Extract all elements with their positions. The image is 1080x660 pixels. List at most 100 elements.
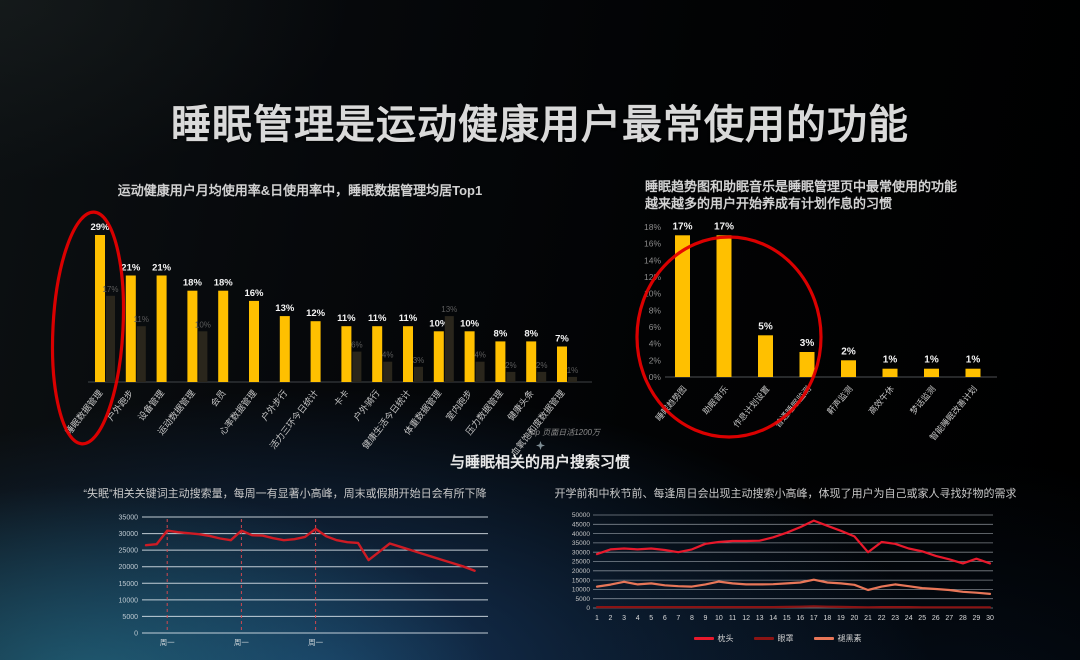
svg-text:30000: 30000 — [119, 531, 139, 538]
svg-text:3%: 3% — [413, 356, 425, 365]
svg-text:15: 15 — [783, 615, 791, 622]
legend-swatch — [813, 637, 834, 640]
svg-text:4%: 4% — [474, 351, 486, 360]
diamond-marker-icon — [536, 441, 545, 450]
svg-text:27: 27 — [945, 615, 953, 622]
svg-text:2%: 2% — [505, 361, 517, 370]
svg-text:25: 25 — [918, 615, 926, 622]
svg-text:10%: 10% — [429, 318, 449, 329]
svg-text:4%: 4% — [382, 351, 394, 360]
red-ellipse-annotation-right — [635, 235, 823, 439]
svg-text:15000: 15000 — [119, 581, 139, 588]
svg-text:20000: 20000 — [572, 568, 590, 575]
svg-text:21%: 21% — [121, 263, 141, 274]
svg-text:5%: 5% — [758, 321, 773, 332]
svg-text:周一: 周一 — [160, 638, 175, 647]
svg-text:3: 3 — [622, 615, 626, 622]
svg-text:18%: 18% — [214, 278, 234, 289]
svg-text:户外步行: 户外步行 — [259, 387, 290, 422]
svg-text:5000: 5000 — [576, 596, 591, 603]
svg-text:梦话监测: 梦话监测 — [908, 384, 938, 416]
legend-item: 眼罩 — [753, 633, 794, 644]
svg-text:20000: 20000 — [119, 564, 139, 571]
svg-text:21: 21 — [864, 615, 872, 622]
svg-text:7%: 7% — [555, 334, 569, 345]
svg-text:10%: 10% — [644, 289, 661, 299]
svg-text:16%: 16% — [644, 239, 661, 249]
svg-text:23: 23 — [891, 615, 899, 622]
svg-text:健康头条: 健康头条 — [505, 387, 536, 422]
svg-text:2: 2 — [609, 615, 613, 622]
svg-text:17%: 17% — [672, 221, 692, 232]
red-ellipse-annotation-left — [50, 210, 126, 446]
svg-text:40000: 40000 — [572, 531, 590, 538]
svg-text:11%: 11% — [399, 313, 418, 324]
svg-text:12%: 12% — [306, 308, 326, 319]
svg-text:1: 1 — [595, 615, 599, 622]
svg-text:4%: 4% — [649, 339, 662, 349]
svg-text:9: 9 — [703, 615, 707, 622]
svg-text:13: 13 — [756, 615, 764, 622]
svg-text:1%: 1% — [883, 355, 898, 366]
svg-text:2%: 2% — [536, 361, 548, 370]
page-title: 睡眠管理是运动健康用户最常使用的功能 — [171, 103, 909, 147]
svg-text:22: 22 — [878, 615, 886, 622]
footnote: Top 页面日活1200万 — [526, 428, 600, 437]
legend-label: 眼罩 — [777, 634, 794, 643]
svg-text:15000: 15000 — [572, 577, 590, 584]
svg-text:1%: 1% — [567, 366, 579, 375]
svg-text:5: 5 — [649, 615, 653, 622]
svg-text:周一: 周一 — [308, 638, 323, 647]
svg-text:25000: 25000 — [572, 559, 590, 566]
product-search-line-chart: 0 5000 10000 15000 20000 25000 30000 35000 40000… — [572, 512, 994, 622]
svg-text:6%: 6% — [351, 341, 363, 350]
svg-text:卡卡: 卡卡 — [331, 387, 351, 408]
svg-text:11: 11 — [729, 615, 736, 622]
svg-text:30: 30 — [986, 615, 994, 622]
svg-text:高效午休: 高效午休 — [867, 383, 897, 416]
svg-text:20: 20 — [851, 615, 859, 622]
bottom-left-caption: “失眠”相关关键词主动搜索量，每周一有显著小高峰，周末或假期开始日会有所下降 — [83, 488, 487, 500]
right-chart-subtitle: 睡眠趋势图和助眠音乐是睡眠管理页中最常使用的功能 越来越多的用户开始养成有计划作… — [645, 178, 1055, 212]
svg-text:10%: 10% — [195, 320, 211, 329]
svg-text:26: 26 — [932, 615, 940, 622]
svg-text:17%: 17% — [714, 221, 734, 232]
svg-text:45000: 45000 — [572, 522, 590, 529]
legend-swatch — [693, 637, 714, 640]
svg-text:2%: 2% — [841, 346, 856, 357]
product-search-legend: 枕头 眼罩 褪黑素 — [545, 633, 1010, 644]
svg-text:16%: 16% — [244, 288, 264, 299]
svg-text:会员: 会员 — [208, 387, 228, 408]
svg-text:0%: 0% — [649, 372, 662, 382]
svg-text:18%: 18% — [183, 278, 203, 289]
svg-text:7: 7 — [676, 615, 680, 622]
svg-text:2%: 2% — [649, 355, 662, 365]
svg-text:8: 8 — [690, 615, 694, 622]
legend-label: 枕头 — [717, 634, 734, 643]
svg-text:周一: 周一 — [234, 638, 249, 647]
svg-text:29: 29 — [973, 615, 981, 622]
svg-text:0: 0 — [134, 631, 138, 638]
svg-text:8%: 8% — [649, 305, 662, 315]
svg-text:28: 28 — [959, 615, 967, 622]
svg-text:10000: 10000 — [572, 587, 590, 594]
svg-text:21%: 21% — [152, 263, 172, 274]
svg-text:18%: 18% — [644, 222, 661, 232]
svg-text:17: 17 — [810, 615, 818, 622]
svg-text:1%: 1% — [924, 355, 939, 366]
svg-text:12: 12 — [742, 615, 750, 622]
svg-text:14: 14 — [769, 615, 777, 622]
svg-text:13%: 13% — [275, 303, 295, 314]
svg-text:4: 4 — [636, 615, 640, 622]
svg-text:14%: 14% — [644, 255, 661, 265]
svg-text:10%: 10% — [460, 318, 480, 329]
bottom-right-caption: 开学前和中秋节前、每逢周日会出现主动搜索小高峰，体现了用户为自己或家人寻找好物的… — [554, 488, 1017, 500]
usage-rate-bar-chart: 29%17%睡眠数据管理21%11%户外跑步21%设备管理18%10%运动数据管… — [63, 222, 592, 455]
svg-text:16: 16 — [796, 615, 804, 622]
insomnia-search-line-chart: 0 5000 10000 15000 20000 25000 30000 35000 周一 周一 周… — [119, 515, 488, 647]
svg-text:19: 19 — [837, 615, 845, 622]
legend-item: 枕头 — [693, 633, 734, 644]
section-title: 与睡眠相关的用户搜索习惯 — [449, 454, 630, 471]
svg-text:30000: 30000 — [572, 549, 590, 556]
